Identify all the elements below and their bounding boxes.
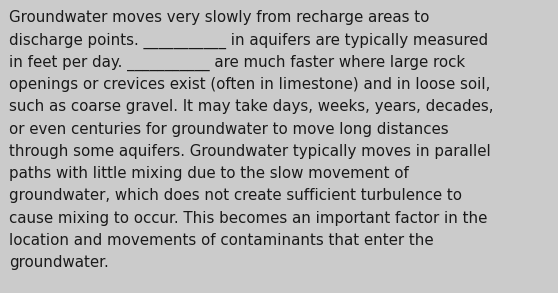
Text: through some aquifers. Groundwater typically moves in parallel: through some aquifers. Groundwater typic… — [9, 144, 490, 159]
Text: Groundwater moves very slowly from recharge areas to: Groundwater moves very slowly from recha… — [9, 10, 429, 25]
Text: location and movements of contaminants that enter the: location and movements of contaminants t… — [9, 233, 434, 248]
Text: groundwater.: groundwater. — [9, 255, 109, 270]
Text: paths with little mixing due to the slow movement of: paths with little mixing due to the slow… — [9, 166, 409, 181]
Text: or even centuries for groundwater to move long distances: or even centuries for groundwater to mov… — [9, 122, 449, 137]
Text: groundwater, which does not create sufficient turbulence to: groundwater, which does not create suffi… — [9, 188, 462, 203]
Text: openings or crevices exist (often in limestone) and in loose soil,: openings or crevices exist (often in lim… — [9, 77, 490, 92]
Text: such as coarse gravel. It may take days, weeks, years, decades,: such as coarse gravel. It may take days,… — [9, 99, 493, 114]
Text: cause mixing to occur. This becomes an important factor in the: cause mixing to occur. This becomes an i… — [9, 211, 487, 226]
Text: in feet per day. ___________ are much faster where large rock: in feet per day. ___________ are much fa… — [9, 55, 465, 71]
Text: discharge points. ___________ in aquifers are typically measured: discharge points. ___________ in aquifer… — [9, 33, 488, 49]
